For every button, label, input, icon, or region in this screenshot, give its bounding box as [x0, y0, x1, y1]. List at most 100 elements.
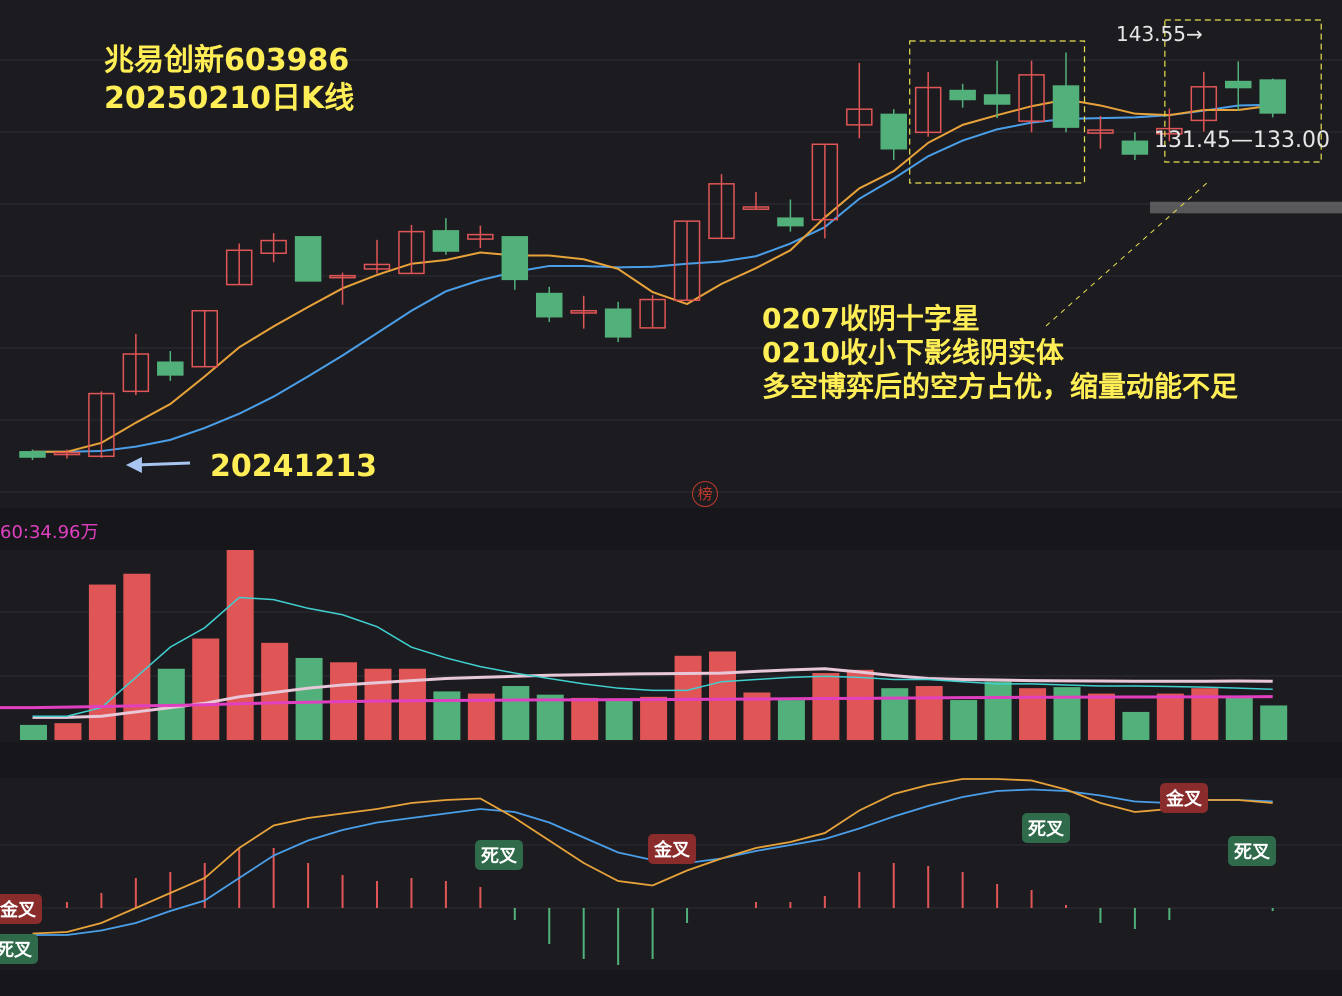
volume-bar — [812, 673, 840, 740]
volume-ma60-label: 60:34.96万 — [0, 522, 99, 543]
volume-bar — [502, 686, 530, 740]
watermark-seal: 榜 — [692, 481, 718, 507]
volume-header-band — [0, 508, 1342, 550]
arrow-date-label: 20241213 — [210, 449, 377, 484]
volume-bars — [20, 550, 1288, 740]
dead-cross-badge: 死叉 — [1022, 813, 1070, 843]
macd-header-band — [0, 742, 1342, 778]
candle-body — [777, 217, 804, 227]
candle-body — [914, 86, 942, 134]
candle-body — [604, 308, 632, 338]
volume-ma10-line — [32, 667, 1273, 719]
candle-body — [1156, 127, 1183, 135]
volume-bar — [226, 550, 254, 740]
volume-bar — [571, 697, 599, 740]
stock-title: 兆易创新603986 20250210日K线 — [104, 42, 354, 118]
chart-date: 20250210日K线 — [104, 81, 355, 116]
golden-cross-badge: 金叉 — [648, 834, 696, 864]
volume-bar — [1087, 693, 1115, 740]
candle-body — [1259, 79, 1286, 114]
volume-bar — [20, 724, 47, 740]
note-line-2: 0210收小下影线阴实体 — [762, 336, 1064, 369]
volume-bar — [709, 651, 736, 740]
candle-body — [225, 249, 253, 286]
candle-body — [398, 230, 425, 275]
candle-body — [742, 206, 770, 210]
volume-bar — [640, 696, 668, 740]
stock-name: 兆易创新603986 — [104, 43, 350, 78]
volume-bar — [1122, 711, 1150, 740]
candle-body — [294, 236, 322, 282]
dead-cross-badge: 死叉 — [1228, 836, 1276, 866]
golden-cross-badge: 金叉 — [0, 894, 42, 924]
candle-body — [570, 309, 597, 314]
candle-body — [329, 274, 356, 279]
candle-body — [880, 113, 907, 150]
volume-bar — [915, 686, 943, 740]
annotation-layer — [125, 19, 1342, 473]
highlight-box — [909, 40, 1086, 184]
volume-bar — [984, 681, 1012, 740]
candle-body — [260, 239, 287, 255]
candle-body — [1225, 80, 1252, 89]
note-line-3: 多空博弈后的空方占优，缩量动能不足 — [762, 370, 1239, 403]
candle-body — [363, 263, 391, 270]
candle-body — [1087, 129, 1114, 134]
pointer-line — [1045, 181, 1209, 327]
volume-bar — [54, 723, 82, 740]
volume-bar — [295, 657, 323, 740]
candle-body — [708, 183, 735, 240]
candle-body — [191, 309, 218, 368]
candle-body — [639, 298, 666, 329]
volume-bar — [846, 669, 874, 740]
volume-bar — [950, 700, 978, 740]
candle-body — [467, 233, 494, 240]
candle-body — [432, 230, 460, 252]
candle-body — [122, 353, 150, 393]
date-arrow-shaft — [135, 461, 191, 467]
high-price-mark: 143.55→ — [1116, 22, 1203, 46]
watermark-text: 榜 — [697, 485, 713, 503]
volume-bar — [536, 694, 564, 740]
footer-band — [0, 970, 1342, 996]
date-arrow-head — [125, 457, 142, 473]
volume-bar — [777, 700, 805, 740]
volume-bar — [192, 638, 220, 740]
candle-body — [983, 94, 1011, 105]
highlight-box — [1164, 19, 1322, 163]
candle-body — [536, 292, 563, 318]
volume-ma5-line — [32, 596, 1273, 717]
volume-bar — [433, 691, 461, 740]
volume-bar — [1225, 695, 1253, 740]
volume-bar — [881, 688, 909, 740]
candle-body — [19, 451, 46, 458]
volume-bar — [123, 573, 151, 740]
volume-ma-lines — [0, 596, 1273, 719]
dead-cross-badge: 死叉 — [475, 840, 523, 870]
note-line-1: 0207收阴十字星 — [762, 302, 980, 335]
candle-body — [1121, 140, 1149, 155]
volume-bar — [1053, 687, 1081, 740]
candle-body — [673, 220, 701, 302]
analysis-notes: 0207收阴十字星 0210收小下影线阴实体 多空博弈后的空方占优，缩量动能不足 — [762, 302, 1238, 404]
candle-body — [88, 392, 115, 458]
macd-dif-line — [32, 778, 1273, 935]
candle-body — [53, 451, 81, 456]
golden-cross-badge: 金叉 — [1160, 783, 1208, 813]
candle-body — [1052, 85, 1080, 128]
candle-body — [157, 361, 184, 376]
candle-body — [501, 236, 529, 281]
candle-body — [811, 143, 839, 221]
dead-cross-badge: 死叉 — [0, 934, 38, 964]
volume-bar — [364, 668, 392, 740]
candle-body — [1018, 74, 1045, 122]
macd-panel — [31, 778, 1274, 965]
level-range-label: 131.45—133.00 — [1154, 128, 1330, 153]
support-band — [1150, 201, 1342, 214]
candlesticks — [19, 52, 1286, 461]
volume-bar — [605, 698, 633, 740]
candle-body — [846, 108, 873, 126]
volume-bar — [1260, 705, 1288, 740]
candle-body — [949, 89, 976, 101]
volume-bar — [1156, 693, 1184, 740]
